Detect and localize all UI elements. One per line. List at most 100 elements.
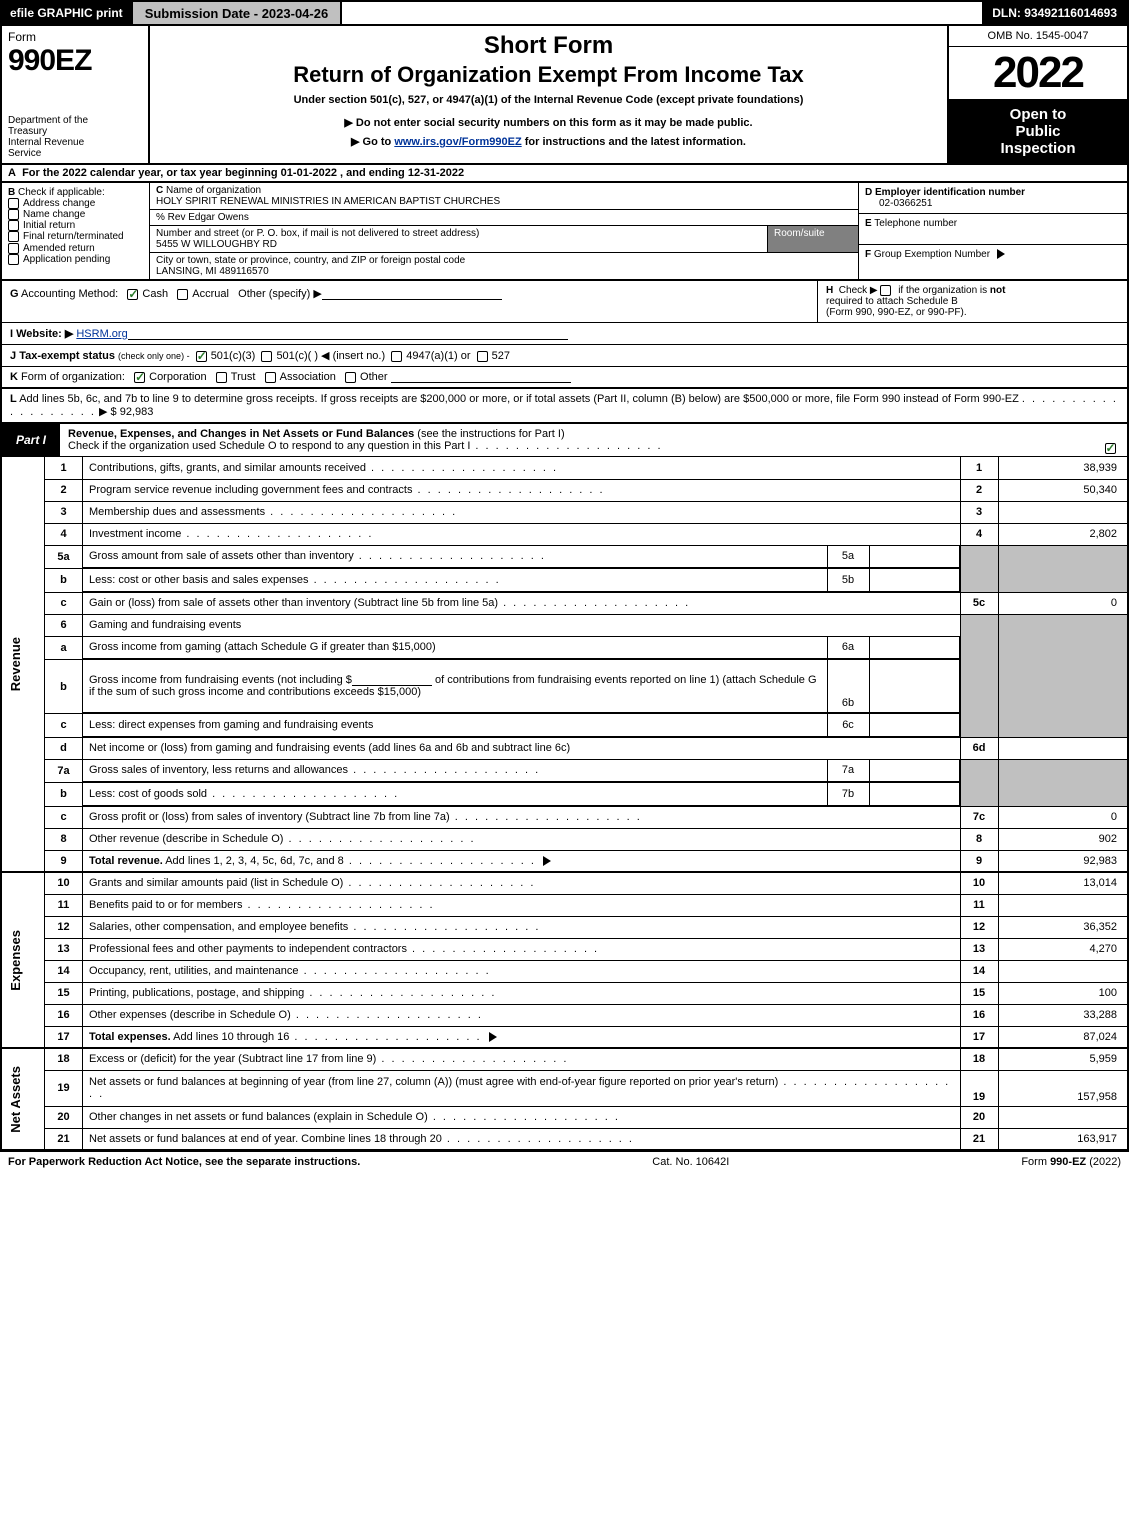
open-public-badge: Open to Public Inspection — [949, 100, 1127, 163]
care-of: % Rev Edgar Owens — [156, 212, 249, 223]
chk-trust[interactable] — [216, 372, 227, 383]
row-7a: 7a Gross sales of inventory, less return… — [1, 759, 1128, 783]
f-arrow-icon — [997, 249, 1005, 259]
chk-501c[interactable] — [261, 351, 272, 362]
line6d-ref: 6d — [960, 737, 998, 759]
line6-shade-val — [998, 614, 1128, 737]
row-12: 12 Salaries, other compensation, and emp… — [1, 916, 1128, 938]
line17-value: 87,024 — [998, 1026, 1128, 1048]
website-link[interactable]: HSRM.org — [76, 328, 127, 340]
f-row: F Group Exemption Number — [859, 245, 1127, 264]
part1-title-sub: (see the instructions for Part I) — [417, 428, 564, 440]
footer-right-post: (2022) — [1086, 1156, 1121, 1168]
i-title: Website: ▶ — [16, 328, 73, 340]
j-label: J — [10, 350, 16, 362]
chk-4947[interactable] — [391, 351, 402, 362]
line7a-num: 7a — [45, 759, 83, 783]
j-opt-1: 501(c)( ) ◀ (insert no.) — [276, 350, 385, 362]
row-9: 9 Total revenue. Add lines 1, 2, 3, 4, 5… — [1, 850, 1128, 872]
g-opt-accrual: Accrual — [192, 288, 229, 300]
g-other-line[interactable] — [322, 288, 502, 300]
line12-value: 36,352 — [998, 916, 1128, 938]
a-text: For the 2022 calendar year, or tax year … — [22, 167, 464, 179]
line9-ref: 9 — [960, 850, 998, 872]
b-item-1: Name change — [23, 209, 85, 220]
h-not: not — [990, 285, 1006, 296]
dln-number: DLN: 93492116014693 — [982, 2, 1127, 24]
chk-name-change[interactable] — [8, 209, 19, 220]
line6b-sub: 6b — [827, 660, 869, 713]
part1-header: Part I Revenue, Expenses, and Changes in… — [0, 424, 1129, 457]
irs-link[interactable]: www.irs.gov/Form990EZ — [394, 136, 521, 148]
chk-amended-return[interactable] — [8, 243, 19, 254]
h-text4: (Form 990, 990-EZ, or 990-PF). — [826, 307, 967, 318]
section-bcdef: B Check if applicable: Address change Na… — [0, 183, 1129, 281]
e-row: E Telephone number — [859, 214, 1127, 245]
chk-application-pending[interactable] — [8, 254, 19, 265]
d-title: Employer identification number — [875, 187, 1025, 198]
line20-text: Other changes in net assets or fund bala… — [83, 1106, 961, 1128]
chk-address-change[interactable] — [8, 198, 19, 209]
line6d-text: Net income or (loss) from gaming and fun… — [83, 737, 961, 759]
row-6d: d Net income or (loss) from gaming and f… — [1, 737, 1128, 759]
j-opt-0: 501(c)(3) — [211, 350, 256, 362]
line20-value — [998, 1106, 1128, 1128]
line5b-text: Less: cost or other basis and sales expe… — [89, 574, 309, 586]
chk-schedule-b[interactable] — [880, 285, 891, 296]
chk-527[interactable] — [477, 351, 488, 362]
chk-initial-return[interactable] — [8, 220, 19, 231]
line2-num: 2 — [45, 479, 83, 501]
line7c-value: 0 — [998, 806, 1128, 828]
k-other-line[interactable] — [391, 371, 571, 383]
line1-value: 38,939 — [998, 457, 1128, 479]
page-footer: For Paperwork Reduction Act Notice, see … — [0, 1151, 1129, 1172]
line1-num: 1 — [45, 457, 83, 479]
line4-num: 4 — [45, 523, 83, 545]
line14-num: 14 — [45, 960, 83, 982]
line7b-subval — [869, 783, 959, 805]
part1-check-cell — [1097, 424, 1127, 456]
chk-association[interactable] — [265, 372, 276, 383]
line8-text: Other revenue (describe in Schedule O) — [83, 828, 961, 850]
form-title-block: Short Form Return of Organization Exempt… — [150, 26, 949, 163]
row-7c: c Gross profit or (loss) from sales of i… — [1, 806, 1128, 828]
line10-text: Grants and similar amounts paid (list in… — [83, 872, 961, 894]
a-label: A — [8, 167, 16, 179]
row-11: 11 Benefits paid to or for members 11 — [1, 894, 1128, 916]
chk-accrual[interactable] — [177, 289, 188, 300]
row-5b: b Less: cost or other basis and sales ex… — [1, 569, 1128, 593]
line5a-sub: 5a — [827, 546, 869, 568]
c-city-row: City or town, state or province, country… — [150, 253, 858, 279]
b-item-3: Final return/terminated — [23, 232, 124, 243]
k-opt-3: Other — [360, 371, 388, 383]
line15-value: 100 — [998, 982, 1128, 1004]
tax-year: 2022 — [949, 47, 1127, 100]
line7a-sub: 7a — [827, 760, 869, 782]
line21-value: 163,917 — [998, 1128, 1128, 1150]
chk-corporation[interactable] — [134, 372, 145, 383]
chk-final-return[interactable] — [8, 231, 19, 242]
d-row: D Employer identification number 02-0366… — [859, 183, 1127, 214]
chk-part1-schedule-o[interactable] — [1105, 443, 1116, 454]
line16-num: 16 — [45, 1004, 83, 1026]
line6b-blank[interactable] — [352, 674, 432, 686]
f-title: Group Exemption Number — [874, 249, 990, 260]
line11-value — [998, 894, 1128, 916]
j-title: Tax-exempt status — [19, 350, 115, 362]
row-1: Revenue 1 Contributions, gifts, grants, … — [1, 457, 1128, 479]
line19-value: 157,958 — [998, 1070, 1128, 1106]
part1-table: Revenue 1 Contributions, gifts, grants, … — [0, 457, 1129, 1151]
part1-dots — [470, 440, 662, 452]
line5a-cell: Gross amount from sale of assets other t… — [83, 545, 961, 569]
line7b-num: b — [45, 783, 83, 807]
city-value: LANSING, MI 489116570 — [156, 266, 269, 277]
chk-501c3[interactable] — [196, 351, 207, 362]
b-item-0: Address change — [23, 198, 95, 209]
efile-print[interactable]: efile GRAPHIC print — [2, 2, 131, 24]
chk-cash[interactable] — [127, 289, 138, 300]
chk-other-org[interactable] — [345, 372, 356, 383]
j-opt-2: 4947(a)(1) or — [406, 350, 470, 362]
row-6a: a Gross income from gaming (attach Sched… — [1, 636, 1128, 660]
line5c-value: 0 — [998, 592, 1128, 614]
row-6c: c Less: direct expenses from gaming and … — [1, 714, 1128, 738]
